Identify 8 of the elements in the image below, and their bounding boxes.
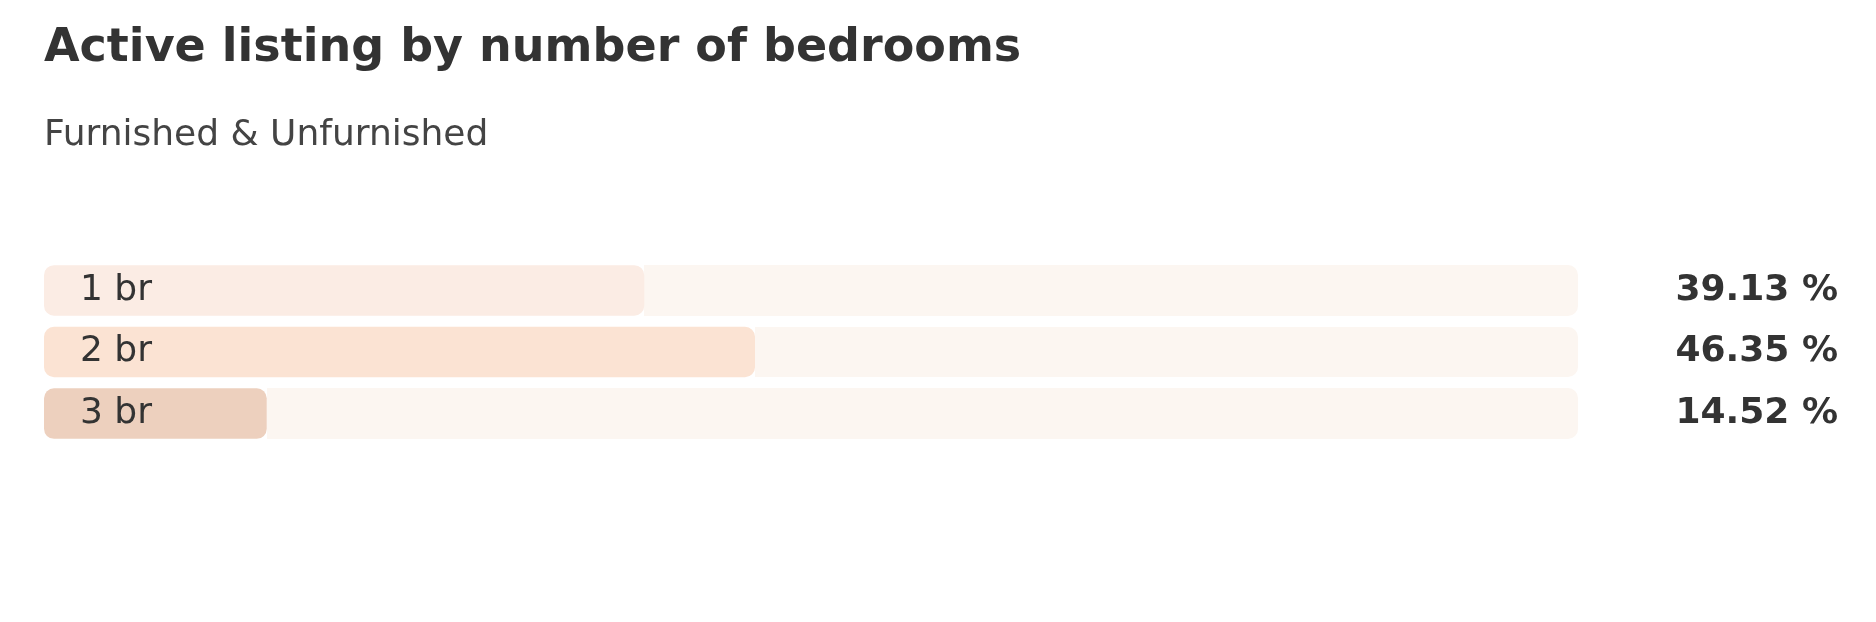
data-label: 14.52 % — [1675, 389, 1838, 431]
y-tick-label: 3 br — [80, 389, 153, 431]
data-label: 46.35 % — [1675, 328, 1838, 370]
y-tick-label: 1 br — [80, 266, 153, 308]
data-label: 39.13 % — [1675, 266, 1838, 308]
y-tick-label: 2 br — [80, 328, 153, 370]
chart-subtitle: Furnished & Unfurnished — [44, 112, 489, 153]
chart-title: Active listing by number of bedrooms — [44, 18, 1022, 72]
